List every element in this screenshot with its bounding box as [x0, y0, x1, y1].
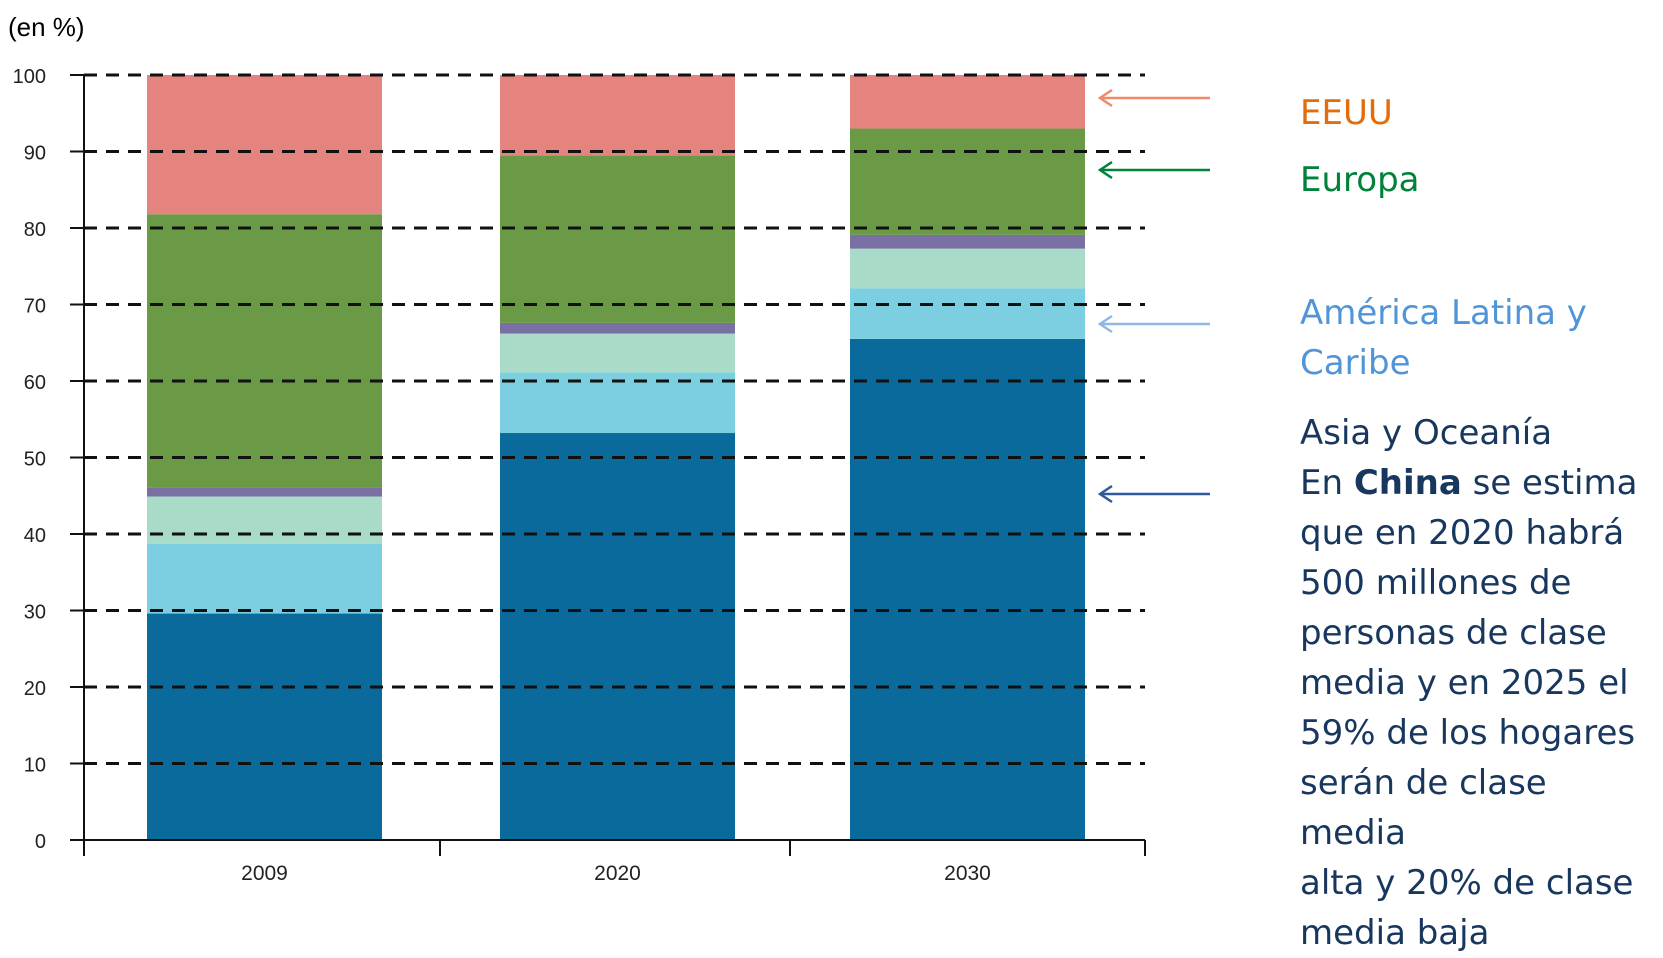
- x-label-2009: 2009: [241, 862, 288, 885]
- bars-layer: [147, 75, 1085, 840]
- bar-2020-seg-4: [500, 155, 735, 323]
- label-latam-line1: América Latina y: [1300, 293, 1587, 333]
- arrow-europa-head: [1097, 160, 1113, 180]
- y-tick-label-80: 80: [24, 219, 46, 241]
- y-tick-label-50: 50: [24, 449, 46, 471]
- asia-note-line-6: alta y 20% de clase: [1300, 863, 1634, 903]
- asia-note-lines: que en 2020 habrá 500 millones de personas…: [1300, 508, 1663, 958]
- label-eeuu: EEUU: [1300, 93, 1393, 133]
- bar-2030-seg-4: [850, 128, 1085, 235]
- bar-2009-seg-5: [147, 75, 382, 215]
- y-tick-label-40: 40: [24, 525, 46, 547]
- asia-note-line-7: media baja: [1300, 913, 1490, 953]
- bar-2030-seg-0: [850, 338, 1085, 840]
- china-bold: China: [1353, 463, 1462, 503]
- asia-note-line-4: 59% de los hogares: [1300, 713, 1636, 753]
- bar-2020-seg-5: [500, 75, 735, 156]
- x-label-2030: 2030: [944, 862, 991, 885]
- arrow-eeuu-head: [1097, 88, 1113, 108]
- bar-2020-seg-3: [500, 322, 735, 334]
- china-post: se estima: [1461, 463, 1638, 503]
- asia-note-line-5: serán de clase media: [1300, 763, 1547, 853]
- y-tick-label-0: 0: [35, 831, 46, 853]
- y-tick-label-60: 60: [24, 372, 46, 394]
- bar-2030-seg-5: [850, 75, 1085, 129]
- arrows-layer: [1097, 88, 1210, 504]
- unit-label: (en %): [8, 12, 85, 42]
- bar-2030-seg-1: [850, 288, 1085, 339]
- y-tick-label-30: 30: [24, 602, 46, 624]
- bar-2030-seg-3: [850, 234, 1085, 249]
- y-tick-label-70: 70: [24, 296, 46, 318]
- asia-note-line-2: personas de clase: [1300, 613, 1607, 653]
- asia-note-line-0: que en 2020 habrá: [1300, 513, 1625, 553]
- label-latam: América Latina y Caribe: [1300, 288, 1587, 388]
- label-china-line: En China se estima: [1300, 458, 1663, 508]
- arrow-asia-head: [1097, 484, 1113, 504]
- bar-2009-seg-2: [147, 496, 382, 544]
- x-label-2020: 2020: [594, 862, 641, 885]
- bar-2020-seg-1: [500, 372, 735, 434]
- label-latam-line2: Caribe: [1300, 343, 1411, 383]
- y-tick-label-10: 10: [24, 755, 46, 777]
- bar-2020-seg-2: [500, 333, 735, 373]
- asia-note-line-1: 500 millones de: [1300, 563, 1572, 603]
- bar-2009-seg-1: [147, 543, 382, 614]
- label-europa: Europa: [1300, 160, 1420, 200]
- bar-2030-seg-2: [850, 248, 1085, 289]
- label-asia-block: Asia y Oceanía En China se estima que en…: [1300, 408, 1663, 958]
- y-tick-label-20: 20: [24, 678, 46, 700]
- bar-2009-seg-4: [147, 214, 382, 488]
- bar-2009-seg-0: [147, 613, 382, 840]
- grid-layer: [84, 73, 1145, 765]
- y-tick-label-100: 100: [13, 66, 46, 88]
- label-asia-title: Asia y Oceanía: [1300, 413, 1553, 453]
- arrow-latam-head: [1097, 314, 1113, 334]
- y-tick-label-90: 90: [24, 143, 46, 165]
- china-pre: En: [1300, 463, 1354, 503]
- asia-note-line-3: media y en 2025 el: [1300, 663, 1629, 703]
- bar-2020-seg-0: [500, 433, 735, 840]
- bar-2009-seg-3: [147, 487, 382, 497]
